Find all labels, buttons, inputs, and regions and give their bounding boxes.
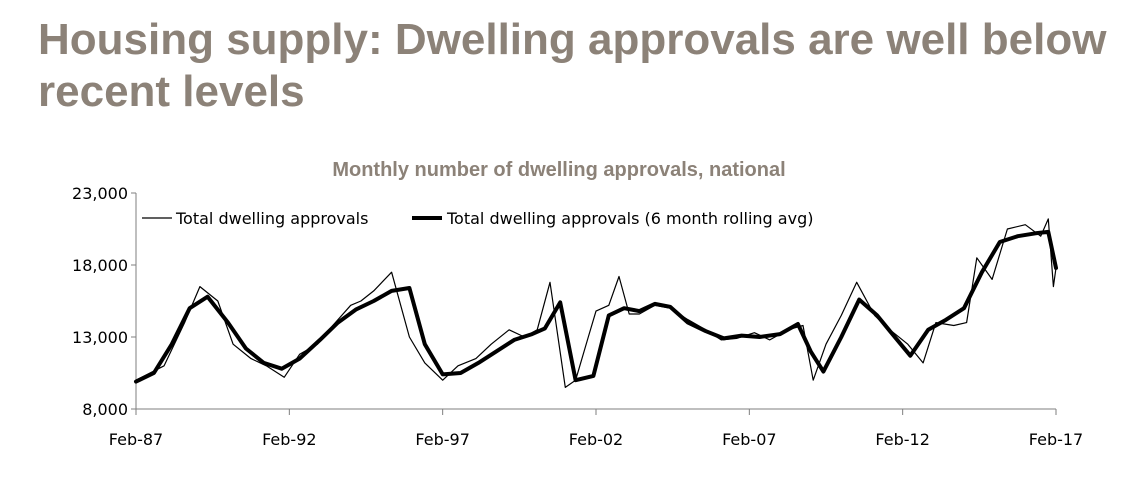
y-tick-label: 8,000: [82, 400, 128, 419]
legend-entry-rolling-avg-label: Total dwelling approvals (6 month rollin…: [446, 209, 813, 228]
x-tick-label: Feb-07: [722, 430, 776, 449]
x-tick-label: Feb-17: [1029, 430, 1083, 449]
chart-axes: 8,000 13,000 18,000 23,000 Feb-87 Feb-92 Feb-9…: [72, 184, 1083, 449]
x-tick-label: Feb-02: [569, 430, 623, 449]
chart-series: [134, 218, 1058, 388]
chart-title: Monthly number of dwelling approvals, na…: [332, 159, 785, 181]
x-tick-label: Feb-97: [415, 430, 469, 449]
slide-title: Housing supply: Dwelling approvals are w…: [38, 15, 1107, 116]
y-tick-label: 13,000: [72, 328, 128, 347]
x-tick-label: Feb-12: [875, 430, 929, 449]
legend-entry-monthly-label: Total dwelling approvals: [175, 209, 368, 228]
rolling-average-line: [134, 229, 1058, 384]
x-tick-label: Feb-87: [109, 430, 163, 449]
y-tick-label: 23,000: [72, 184, 128, 203]
x-tick-label: Feb-92: [262, 430, 316, 449]
y-tick-label: 18,000: [72, 256, 128, 275]
chart-legend: Total dwelling approvals Total dwelling a…: [142, 209, 813, 228]
